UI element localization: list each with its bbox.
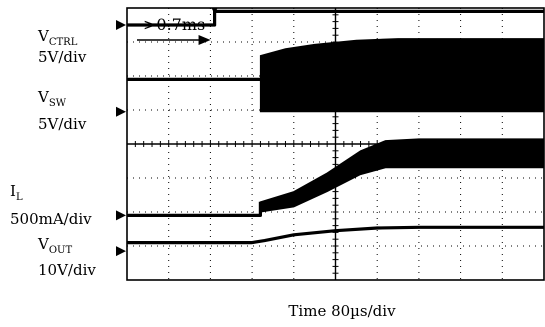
trace-il-switching-band bbox=[259, 138, 545, 213]
trace-vctrl bbox=[127, 9, 544, 27]
channel-name-main: V bbox=[37, 88, 50, 106]
channel-scale-il: 500mA/div bbox=[10, 210, 92, 228]
trigger-marker bbox=[211, 8, 218, 14]
ground-marker-vsw bbox=[116, 106, 126, 117]
channel-name-vctrl: VCTRL bbox=[37, 27, 78, 48]
trace-il bbox=[127, 201, 262, 217]
channel-name-vout: VOUT bbox=[37, 235, 72, 256]
annotation-arrow-head bbox=[198, 35, 211, 45]
channel-scale-vctrl: 5V/div bbox=[38, 48, 87, 66]
traces bbox=[127, 9, 545, 245]
channel-scale-vout: 10V/div bbox=[38, 261, 96, 279]
trace-vout bbox=[127, 225, 544, 245]
channel-name-sub: CTRL bbox=[49, 37, 78, 48]
channel-name-main: V bbox=[37, 235, 50, 253]
channel-name-vsw: VSW bbox=[37, 88, 67, 109]
channel-name-sub: SW bbox=[49, 98, 67, 109]
channel-name-sub: OUT bbox=[49, 245, 73, 256]
x-axis-label: Time 80µs/div bbox=[288, 302, 396, 320]
ground-markers bbox=[116, 20, 126, 257]
channel-name-main: I bbox=[10, 182, 16, 200]
trace-vsw-switching-band bbox=[259, 38, 545, 113]
channel-name-sub: L bbox=[16, 192, 23, 203]
timing-annotation: >0.7ms bbox=[137, 8, 218, 45]
ground-marker-vout bbox=[116, 246, 126, 257]
ground-marker-il bbox=[116, 210, 126, 221]
channel-name-il: IL bbox=[10, 182, 23, 203]
ground-marker-vctrl bbox=[116, 20, 126, 30]
channel-name-main: V bbox=[37, 27, 50, 45]
channel-scale-vsw: 5V/div bbox=[38, 115, 87, 133]
annotation-label: >0.7ms bbox=[143, 15, 205, 34]
